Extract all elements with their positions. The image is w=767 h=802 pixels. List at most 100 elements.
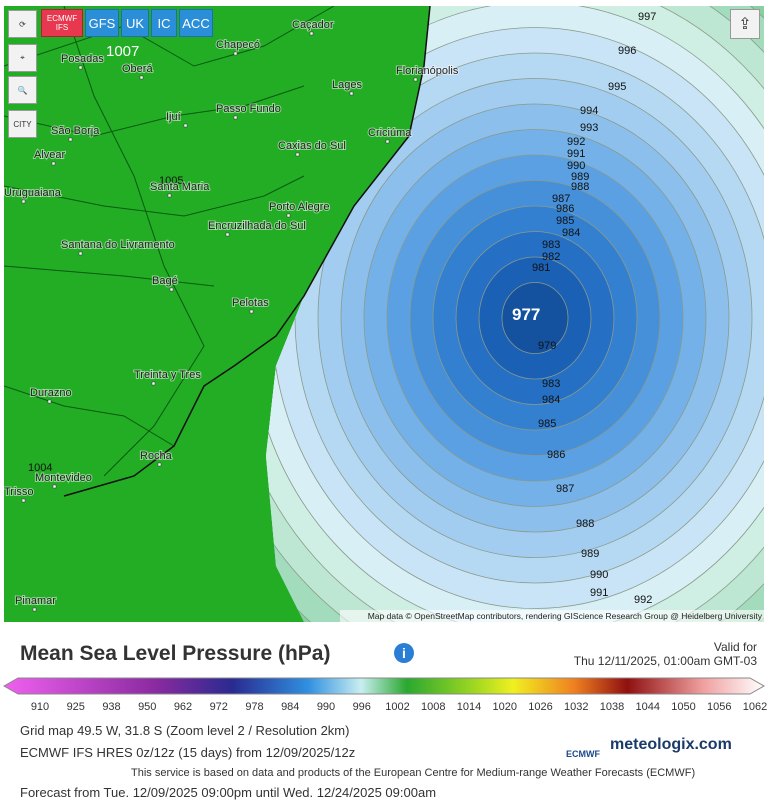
- city-label: Uruguaiana: [4, 187, 62, 199]
- scale-label: 1062: [743, 701, 767, 713]
- isobar-label: 985: [538, 418, 556, 430]
- isobar-label-center: 977: [512, 305, 540, 324]
- isobar-label: 1007: [106, 43, 139, 60]
- isobar-label: 984: [542, 394, 560, 406]
- model-button[interactable]: ECMWF IFS: [41, 9, 83, 37]
- valid-time: Thu 12/11/2025, 01:00am GMT-03: [573, 654, 757, 668]
- city-label: Santa Maria: [150, 181, 210, 193]
- city-label: Alvear: [34, 149, 66, 161]
- model-button[interactable]: UK: [121, 9, 149, 37]
- info-button[interactable]: i: [394, 643, 414, 663]
- isobar-label: 986: [547, 449, 565, 461]
- city-label: Bagé: [152, 275, 178, 287]
- city-marker: [233, 51, 238, 56]
- city-label: Oberá: [122, 63, 153, 75]
- attribution-bg: [340, 610, 764, 622]
- grid-info: Grid map 49.5 W, 31.8 S (Zoom level 2 / …: [20, 723, 350, 738]
- color-scale: 910 925 938 950 962 972 978 984 990 996 1002 1008 10…: [2, 677, 767, 713]
- city-marker: [233, 115, 238, 120]
- city-marker: [157, 462, 162, 467]
- scale-label: 1056: [707, 701, 731, 713]
- city-label: Ijuí: [166, 111, 181, 123]
- city-marker: [183, 123, 188, 128]
- city-marker: [51, 161, 56, 166]
- isobar-label: 987: [552, 193, 570, 205]
- city-label: Chapecó: [216, 39, 260, 51]
- city-marker: [47, 399, 52, 404]
- isobar-label: 988: [571, 181, 589, 193]
- model-info: ECMWF IFS HRES 0z/12z (15 days) from 12/…: [20, 745, 356, 760]
- scale-label: 1026: [528, 701, 552, 713]
- isobar-label: 984: [562, 227, 580, 239]
- scale-label: 1020: [493, 701, 517, 713]
- isobar-label: 992: [567, 136, 585, 148]
- isobar-label: 987: [556, 483, 574, 495]
- meteologix-logo: meteologix.com: [610, 736, 732, 753]
- isobar-label: 983: [542, 378, 560, 390]
- city-marker: [167, 193, 172, 198]
- city-label: Treinta y Tres: [134, 369, 201, 381]
- scale-label: 910: [31, 701, 49, 713]
- city-marker: [68, 137, 73, 142]
- isobar-label: 990: [590, 569, 608, 581]
- city-label: São Borja: [51, 125, 100, 137]
- isobar-label: 990: [567, 160, 585, 172]
- share-button[interactable]: ⇪: [730, 9, 760, 39]
- city-label: Santana do Livramento: [61, 239, 175, 251]
- scale-label: 1044: [636, 701, 660, 713]
- city-marker: [225, 232, 230, 237]
- city-marker: [52, 484, 57, 489]
- city-label: Rocha: [140, 450, 173, 462]
- forecast-range: Forecast from Tue. 12/09/2025 09:00pm un…: [20, 785, 437, 800]
- city-label: Caxias do Sul: [278, 140, 346, 152]
- city-marker: [249, 309, 254, 314]
- city-button[interactable]: CITY: [8, 110, 37, 138]
- isobar-label: 995: [608, 81, 626, 93]
- scale-label: 1038: [600, 701, 624, 713]
- isobar-label: 986: [556, 203, 574, 215]
- valid-label: Valid for: [713, 640, 757, 654]
- scale-label: 1008: [421, 701, 445, 713]
- isobar-label: 993: [580, 122, 598, 134]
- model-label: ECMWF IFS: [46, 14, 78, 32]
- isobar-label: 992: [634, 594, 652, 606]
- scale-label: 1002: [385, 701, 409, 713]
- city-marker: [78, 251, 83, 256]
- coastline: [63, 6, 431, 497]
- scale-label: 972: [210, 701, 228, 713]
- city-marker: [139, 75, 144, 80]
- city-marker: [295, 152, 300, 157]
- isobar-label: 991: [590, 587, 608, 599]
- city-marker: [21, 199, 26, 204]
- refresh-button[interactable]: ⟳: [8, 10, 37, 38]
- model-button[interactable]: ACC: [179, 9, 213, 37]
- city-marker: [309, 31, 314, 36]
- isobar-label: 994: [580, 105, 598, 117]
- isobar-label: 1005: [159, 175, 183, 187]
- city-label: Montevideo: [35, 472, 92, 484]
- city-label: Trisso: [4, 486, 34, 498]
- city-marker: [78, 65, 83, 70]
- scale-label: 990: [317, 701, 335, 713]
- title: Mean Sea Level Pressure (hPa): [20, 642, 331, 665]
- city-marker: [169, 287, 174, 292]
- model-button[interactable]: IC: [151, 9, 177, 37]
- city-marker: [349, 91, 354, 96]
- scale-label: 984: [281, 701, 299, 713]
- city-marker: [286, 213, 291, 218]
- isobar-label: 996: [618, 45, 636, 57]
- isobar-label: 997: [638, 11, 656, 23]
- borders: [4, 6, 335, 477]
- location-button[interactable]: ⌖: [8, 44, 37, 72]
- isobar-label: 982: [542, 251, 560, 263]
- attribution: Map data © OpenStreetMap contributors, r…: [368, 611, 763, 621]
- isobar-label: 989: [581, 548, 599, 560]
- scale-label: 996: [353, 701, 371, 713]
- scale-label: 1050: [671, 701, 695, 713]
- city-label: Pinamar: [15, 595, 56, 607]
- pressure-band: [501, 282, 569, 354]
- zoom-button[interactable]: 🔍: [8, 76, 37, 104]
- model-button[interactable]: GFS: [85, 9, 119, 37]
- ecmwf-logo: ECMWF: [566, 749, 600, 759]
